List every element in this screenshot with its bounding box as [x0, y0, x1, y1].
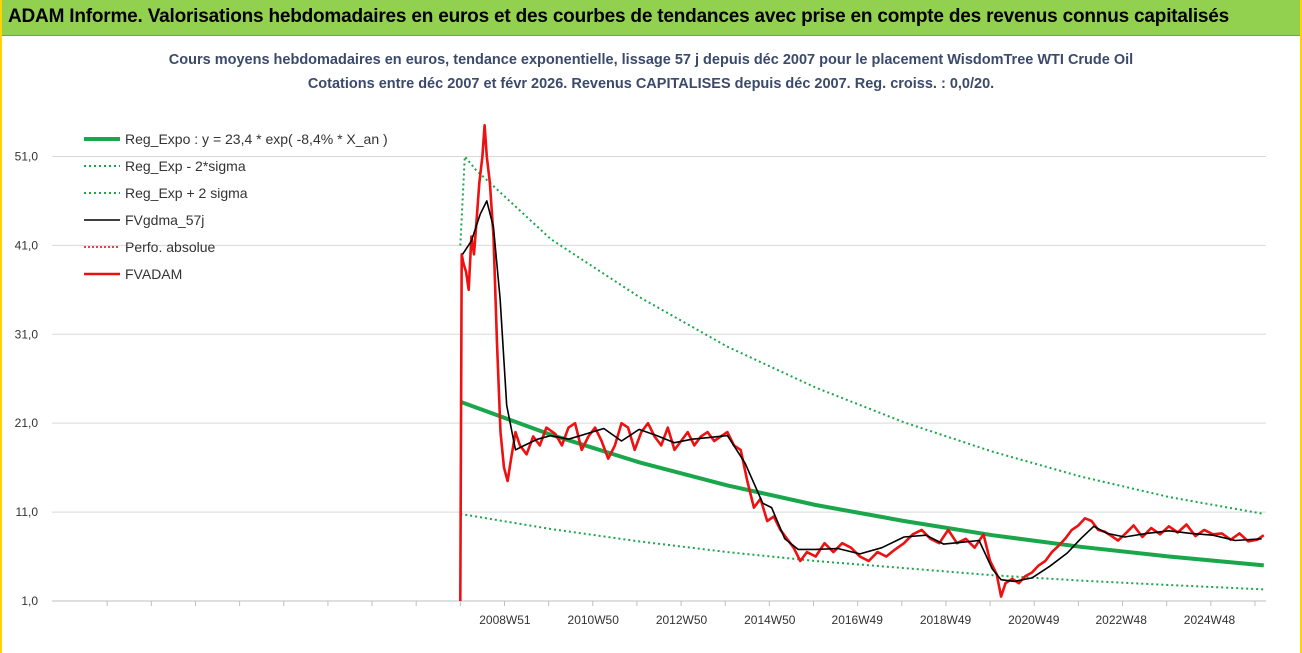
series-line-5: [459, 124, 1265, 602]
y-tick-label: 51,0: [15, 149, 39, 163]
legend-label: FVADAM: [125, 266, 182, 282]
x-tick-label: 2018W49: [920, 613, 972, 627]
series-line-0: [459, 399, 1264, 568]
legend: Reg_Expo : y = 23,4 * exp( -8,4% * X_an …: [84, 131, 388, 282]
x-tick-label: 2010W50: [568, 613, 620, 627]
right-edge-stripe: [1300, 0, 1302, 653]
x-tick-label: 2024W48: [1184, 613, 1236, 627]
chart-title-line1: Cours moyens hebdomadaires en euros, ten…: [168, 52, 1134, 68]
legend-label: Reg_Exp - 2*sigma: [125, 158, 246, 174]
left-edge-stripe: [0, 0, 2, 653]
report-banner: ADAM Informe. Valorisations hebdomadaire…: [0, 0, 1302, 36]
x-tick-label: 2020W49: [1008, 613, 1060, 627]
chart-title-line2: Cotations entre déc 2007 et févr 2026. R…: [307, 76, 995, 92]
y-tick-label: 11,0: [16, 505, 39, 519]
x-tick-label: 2022W48: [1096, 613, 1148, 627]
legend-label: Reg_Expo : y = 23,4 * exp( -8,4% * X_an …: [125, 131, 388, 147]
chart-area: Cours moyens hebdomadaires en euros, ten…: [0, 36, 1302, 653]
x-tick-label: 2014W50: [744, 613, 796, 627]
series-line-3: [461, 200, 1262, 583]
banner-title: ADAM Informe. Valorisations hebdomadaire…: [8, 6, 1230, 27]
y-tick-label: 21,0: [15, 416, 39, 430]
y-tick-label: 41,0: [15, 238, 39, 252]
x-axis-ticks: 2008W51 2010W50 2012W50 2014W50 2016W49 2018W…: [106, 601, 1256, 627]
legend-label: Reg_Exp + 2 sigma: [125, 185, 248, 201]
y-tick-label: 31,0: [15, 327, 39, 341]
x-tick-label: 2016W49: [832, 613, 884, 627]
series-line-1: [460, 512, 1264, 591]
plot-series: [459, 124, 1265, 602]
y-tick-label: 1,0: [21, 594, 38, 608]
x-tick-label: 2008W51: [479, 613, 531, 627]
series-line-2: [459, 155, 1264, 515]
gridlines: [52, 155, 1266, 602]
y-axis-ticks: 1,0 11,0 21,0 31,0 41,0 51,0: [15, 149, 39, 608]
x-tick-label: 2012W50: [656, 613, 708, 627]
legend-label: Perfo. absolue: [125, 239, 215, 255]
legend-label: FVgdma_57j: [125, 212, 204, 228]
